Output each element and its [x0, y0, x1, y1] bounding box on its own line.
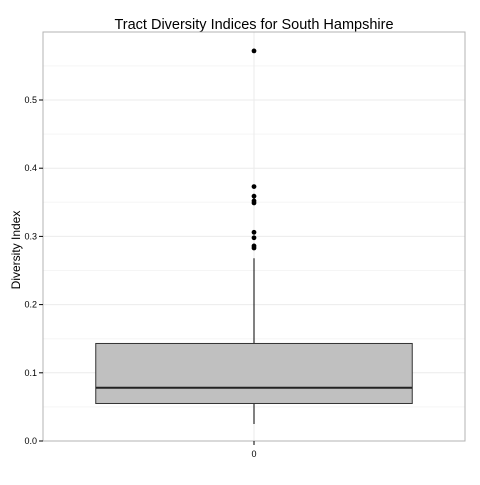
- y-tick-label: 0.0: [24, 436, 37, 446]
- x-tick-label: 0: [251, 449, 256, 459]
- outlier-point: [251, 243, 257, 249]
- y-tick-label: 0.2: [24, 300, 37, 310]
- box-group: [95, 48, 413, 424]
- outlier-point: [251, 193, 257, 199]
- y-axis-title: Diversity Index: [9, 211, 23, 290]
- outlier-point: [251, 198, 257, 204]
- y-tick-label: 0.3: [24, 231, 37, 241]
- y-tick-label: 0.1: [24, 368, 37, 378]
- axis-ticks: 0.0 0.1 0.2 0.3 0.4 0.5 0: [24, 95, 256, 459]
- y-tick-label: 0.4: [24, 163, 37, 173]
- outlier-point: [251, 184, 257, 190]
- y-tick-label: 0.5: [24, 95, 37, 105]
- outlier-point: [251, 235, 257, 241]
- outlier-point: [251, 48, 257, 54]
- chart-title: Tract Diversity Indices for South Hampsh…: [114, 17, 393, 33]
- iqr-box: [95, 342, 413, 404]
- outlier-point: [251, 229, 257, 235]
